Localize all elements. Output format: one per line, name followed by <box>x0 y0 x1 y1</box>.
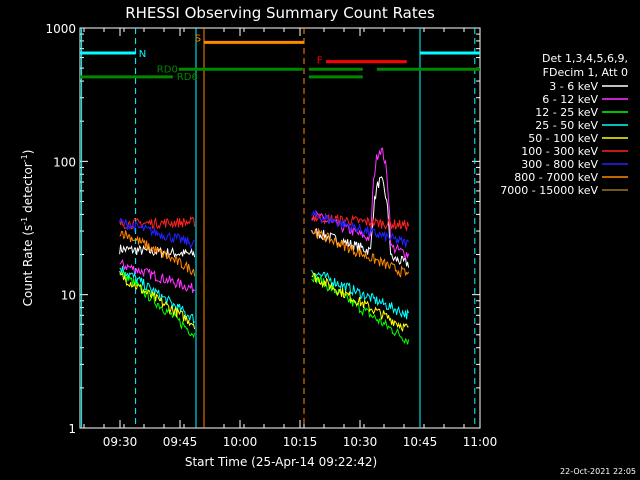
observing-bar-label: S <box>195 33 201 44</box>
observing-bar-label: N <box>139 49 146 60</box>
y-tick-label: 10 <box>61 289 76 303</box>
x-tick-label: 09:30 <box>103 435 138 449</box>
series-line-2 <box>119 270 196 339</box>
y-label-part3: ) <box>21 150 35 155</box>
legend-label: 12 - 25 keV <box>535 106 598 119</box>
legend-label: 50 - 100 keV <box>528 132 598 145</box>
legend-title-2: FDecim 1, Att 0 <box>543 66 628 79</box>
series-line-1 <box>311 147 410 259</box>
y-tick-label: 100 <box>53 155 76 169</box>
plot-frame <box>79 27 481 429</box>
timestamp: 22-Oct-2021 22:05 <box>560 467 636 476</box>
x-tick-label: 11:00 <box>463 435 498 449</box>
series-line-4 <box>119 270 196 330</box>
legend-label: 7000 - 15000 keV <box>500 184 598 197</box>
series-line-7 <box>311 227 410 278</box>
y-axis-label: Count Rate (s-1 detector-1) <box>20 150 35 307</box>
observing-bar-label: RD6 <box>177 72 198 83</box>
x-tick-label: 10:30 <box>343 435 378 449</box>
series-line-6 <box>119 218 195 250</box>
observing-bar-label: F <box>317 56 323 67</box>
observing-bar-label: RD0 <box>157 64 178 75</box>
legend-label: 800 - 7000 keV <box>514 171 598 184</box>
chart-title: RHESSI Observing Summary Count Rates <box>125 4 435 22</box>
series-line-4 <box>311 272 409 333</box>
legend-label: 3 - 6 keV <box>549 80 598 93</box>
x-axis-label: Start Time (25-Apr-14 09:22:42) <box>185 455 377 469</box>
y-label-sup1: -1 <box>20 217 29 225</box>
series-line-7 <box>119 230 196 277</box>
y-tick-label: 1000 <box>45 22 76 36</box>
x-tick-label: 10:15 <box>283 435 318 449</box>
y-label-sup2: -1 <box>20 154 29 162</box>
legend-label: 25 - 50 keV <box>535 119 598 132</box>
legend-label: 300 - 800 keV <box>521 158 598 171</box>
legend: Det 1,3,4,5,6,9, FDecim 1, Att 0 3 - 6 k… <box>500 52 628 197</box>
series-line-0 <box>311 176 410 268</box>
series-line-1 <box>119 259 196 293</box>
series-line-3 <box>119 265 196 325</box>
y-tick-label: 1 <box>68 422 76 436</box>
series-line-2 <box>311 273 410 345</box>
x-tick-label: 10:45 <box>403 435 438 449</box>
y-label-part1: Count Rate (s <box>21 225 35 307</box>
legend-label: 100 - 300 keV <box>521 145 598 158</box>
legend-label: 6 - 12 keV <box>542 93 598 106</box>
x-tick-label: 09:45 <box>163 435 198 449</box>
series-line-6 <box>311 210 410 248</box>
x-tick-label: 10:00 <box>223 435 258 449</box>
series-line-5 <box>119 216 196 230</box>
y-label-part2: detector <box>21 162 35 217</box>
series-line-3 <box>311 269 410 320</box>
legend-title-1: Det 1,3,4,5,6,9, <box>542 52 628 65</box>
plot-area: 1 10 100 1000 09:30 09:45 10:00 10:15 10:30 10:45… <box>45 22 497 449</box>
